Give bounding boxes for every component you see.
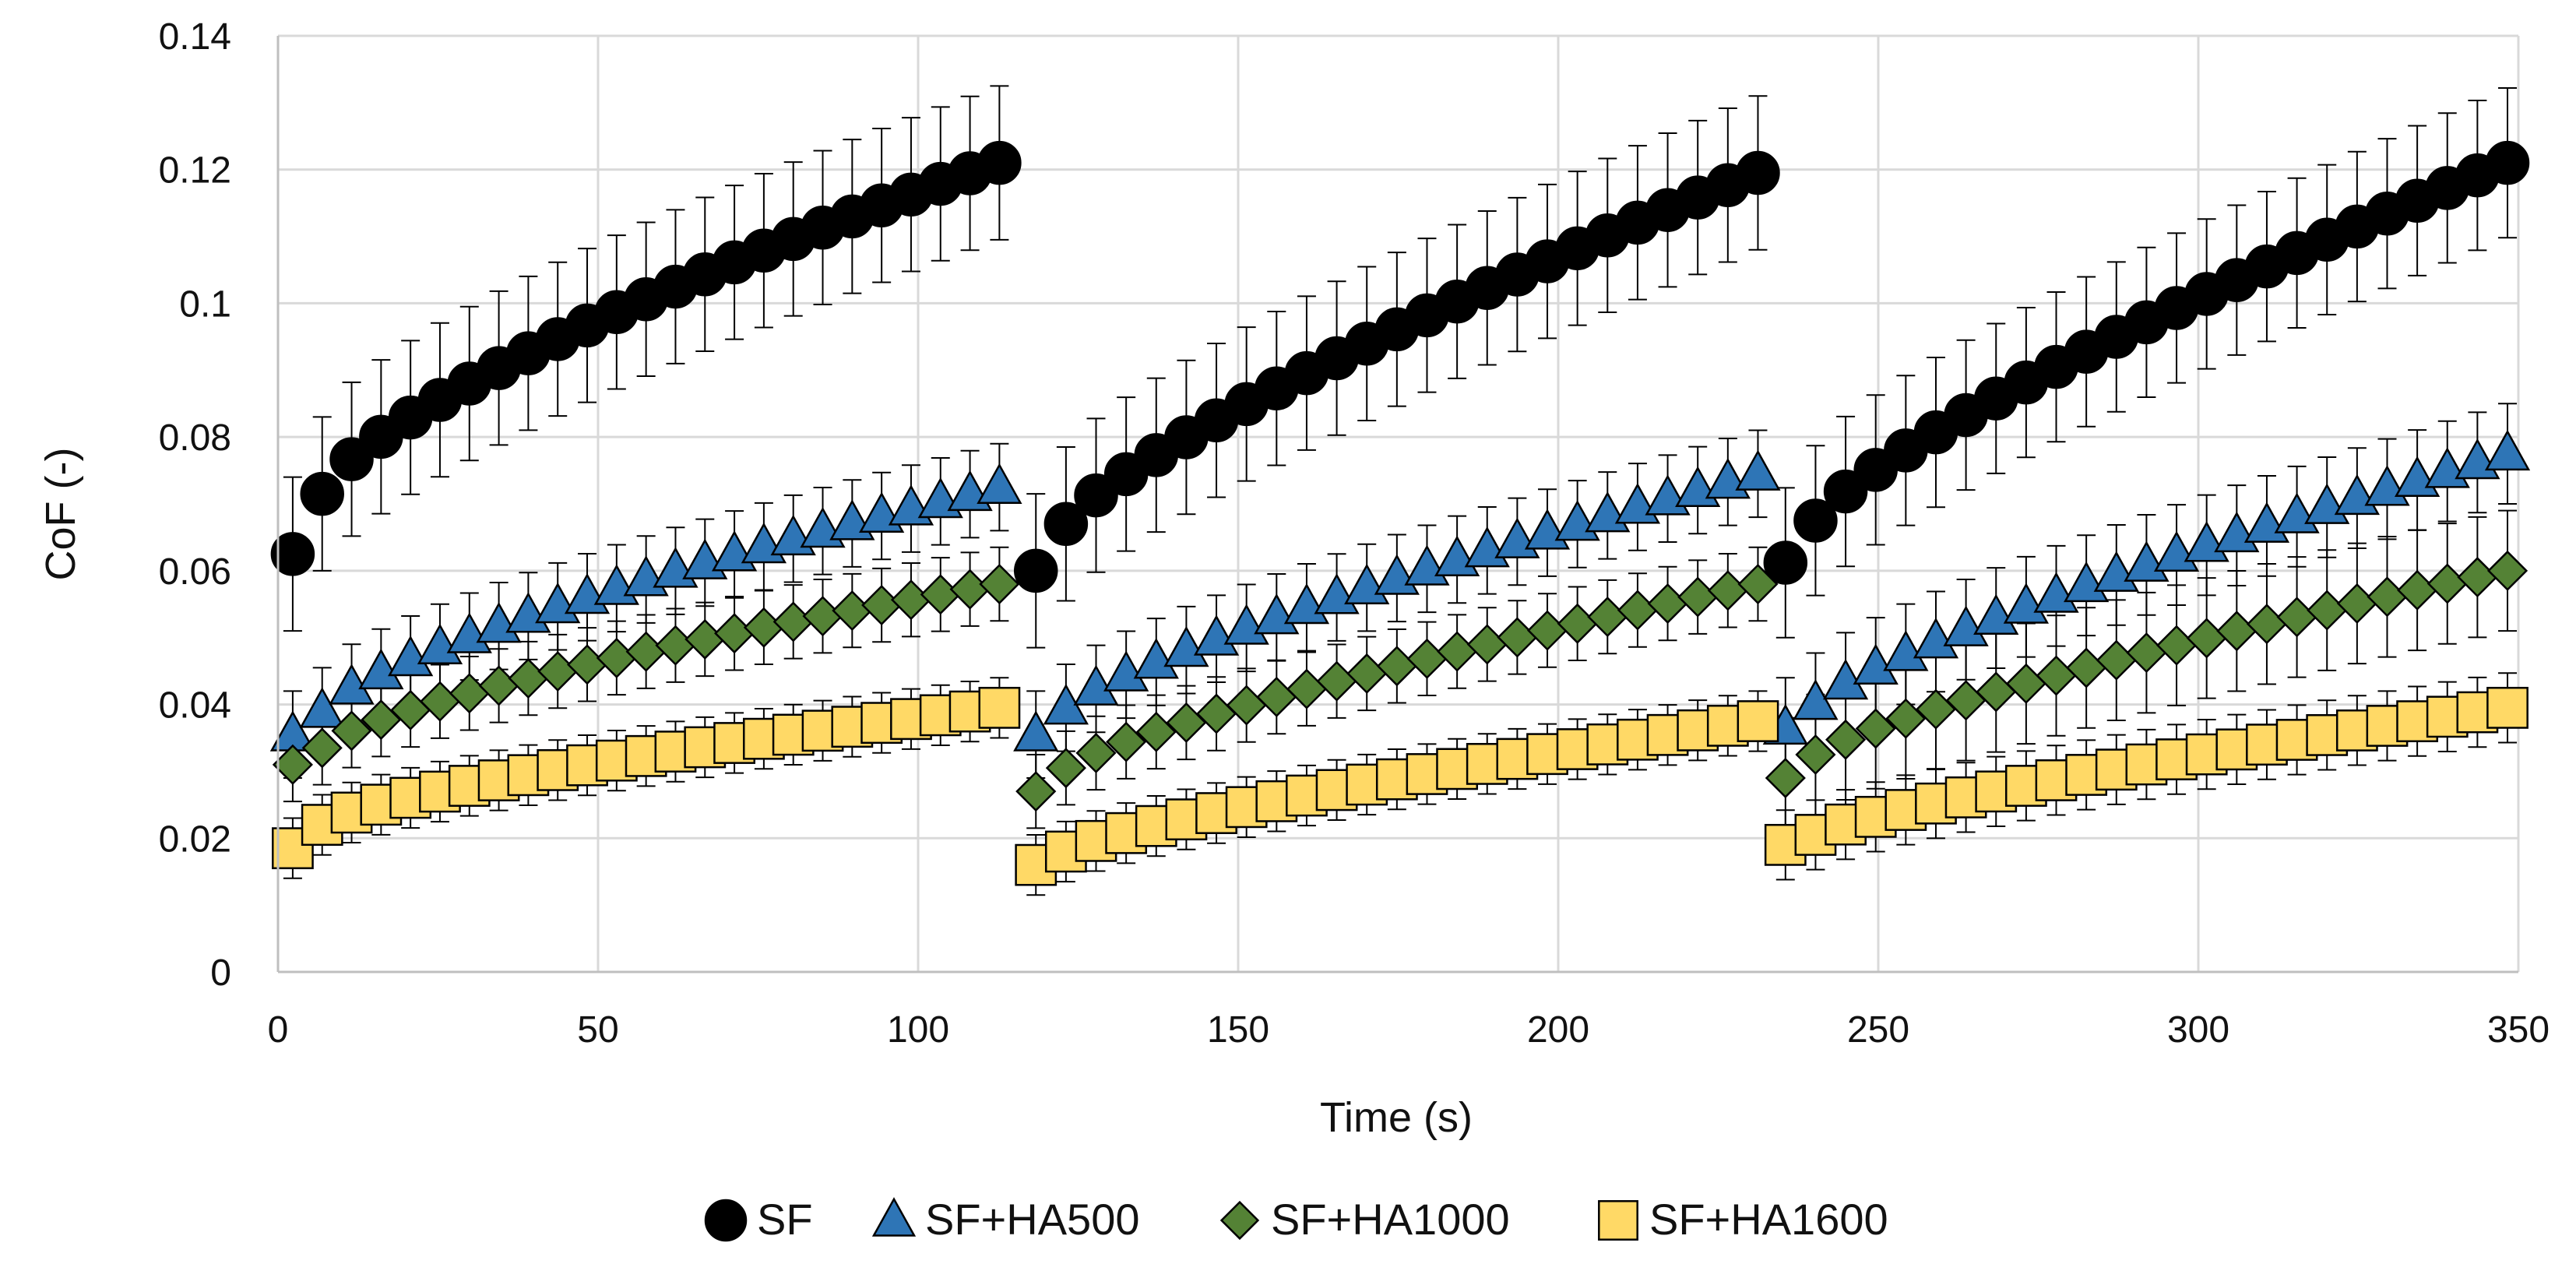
sf-ha1000-point bbox=[301, 727, 343, 769]
sf-ha500-point bbox=[1223, 604, 1269, 645]
x-tick-label: 300 bbox=[2167, 1009, 2229, 1051]
sf-ha500-point bbox=[358, 648, 404, 690]
sf-ha500-point bbox=[1853, 643, 1899, 685]
y-axis-title: CoF (-) bbox=[37, 448, 84, 581]
legend-marker-sf bbox=[704, 1199, 748, 1242]
sf-ha500-point bbox=[1163, 625, 1209, 667]
sf-ha1000-point bbox=[1045, 748, 1086, 789]
sf-point bbox=[1013, 548, 1058, 593]
legend-item-sf: SF bbox=[704, 1195, 813, 1244]
x-tick-label: 100 bbox=[887, 1009, 949, 1051]
x-tick-label: 0 bbox=[268, 1009, 289, 1051]
sf-point bbox=[1074, 473, 1118, 518]
y-tick-label: 0.04 bbox=[159, 685, 231, 727]
sf-point bbox=[2485, 140, 2530, 185]
legend-label-sf-ha500: SF+HA500 bbox=[925, 1195, 1140, 1244]
sf-point bbox=[1736, 150, 1780, 195]
sf-ha1000-point bbox=[1135, 711, 1177, 752]
sf-point bbox=[300, 471, 344, 516]
legend-label-sf-ha1600: SF+HA1600 bbox=[1649, 1195, 1888, 1244]
sf-ha500-point bbox=[1943, 605, 1989, 646]
sf-ha1000-point bbox=[2486, 550, 2528, 591]
y-tick-label: 0 bbox=[210, 952, 231, 994]
sf-ha500-point bbox=[1913, 617, 1959, 659]
sf-ha1000-point bbox=[1825, 719, 1867, 760]
y-tick-label: 0.08 bbox=[159, 417, 231, 459]
sf-point bbox=[1043, 502, 1089, 547]
sf-ha500-point bbox=[1073, 664, 1119, 706]
sf-point bbox=[1823, 469, 1868, 514]
legend-marker-sf-ha1600 bbox=[1598, 1200, 1638, 1241]
legend-item-sf-ha500: SF+HA500 bbox=[871, 1195, 1140, 1244]
legend-label-sf: SF bbox=[757, 1195, 813, 1244]
sf-ha1000-point bbox=[1106, 721, 1147, 762]
sf-ha500-point bbox=[2003, 583, 2050, 624]
x-axis-title: Time (s) bbox=[1320, 1094, 1473, 1141]
sf-ha1600-point bbox=[978, 686, 1021, 729]
sf-ha500-point bbox=[2484, 429, 2531, 471]
sf-ha500-point bbox=[1103, 650, 1149, 692]
legend-marker-sf-ha500 bbox=[871, 1197, 917, 1237]
sf-ha1000-point bbox=[1795, 734, 1836, 776]
y-tick-label: 0.02 bbox=[159, 819, 231, 860]
x-tick-label: 350 bbox=[2487, 1009, 2550, 1051]
sf-ha1600-point bbox=[2486, 686, 2528, 729]
sf-ha1000-point bbox=[331, 710, 372, 752]
sf-point bbox=[977, 140, 1022, 185]
sf-ha1000-point bbox=[1075, 732, 1117, 773]
y-tick-label: 0.12 bbox=[159, 150, 231, 192]
sf-ha500-point bbox=[977, 463, 1022, 505]
sf-ha500-point bbox=[299, 687, 345, 728]
sf-ha500-point bbox=[1973, 593, 2019, 635]
sf-ha500-point bbox=[2033, 572, 2079, 613]
legend-item-sf-ha1600: SF+HA1600 bbox=[1598, 1195, 1888, 1244]
sf-point bbox=[1793, 498, 1838, 543]
sf-point bbox=[329, 437, 374, 481]
legend-item-sf-ha1000: SF+HA1000 bbox=[1219, 1195, 1510, 1244]
sf-ha1000-point bbox=[979, 563, 1020, 605]
sf-ha1000-point bbox=[1765, 757, 1806, 799]
sf-ha500-point bbox=[417, 623, 463, 665]
axes: 0 0.02 0.04 0.06 0.08 0.1 0.12 0.14 0 50 100 150 200… bbox=[159, 16, 2550, 1051]
y-tick-label: 0.14 bbox=[159, 16, 231, 58]
sf-ha1600-point bbox=[1737, 700, 1779, 742]
x-tick-label: 250 bbox=[1847, 1009, 1909, 1051]
sf-ha500-point bbox=[1883, 630, 1929, 671]
x-tick-label: 200 bbox=[1527, 1009, 1589, 1051]
sf-ha1000-point bbox=[1015, 771, 1057, 812]
x-tick-label: 50 bbox=[577, 1009, 618, 1051]
y-tick-label: 0.06 bbox=[159, 551, 231, 593]
sf-ha500-point bbox=[1013, 710, 1059, 752]
sf-ha500-point bbox=[1793, 678, 1839, 720]
sf-ha1000-point bbox=[272, 744, 313, 785]
x-tick-label: 150 bbox=[1207, 1009, 1269, 1051]
sf-ha500-point bbox=[1735, 449, 1781, 491]
sf-ha500-point bbox=[1193, 614, 1240, 656]
sf-point bbox=[1763, 540, 1808, 585]
legend: SF SF+HA500 SF+HA1000 SF+HA1600 bbox=[704, 1195, 1888, 1244]
sf-ha1000-point bbox=[1855, 708, 1896, 749]
sf-point bbox=[270, 532, 315, 576]
sf-ha500-point bbox=[1133, 638, 1179, 679]
sf-ha500-point bbox=[388, 635, 434, 677]
legend-marker-sf-ha1000 bbox=[1219, 1200, 1260, 1241]
sf-ha500-point bbox=[446, 612, 492, 653]
sf-ha1000-point bbox=[1885, 698, 1927, 739]
sf-ha1000-point bbox=[1737, 563, 1779, 605]
y-tick-label: 0.1 bbox=[179, 283, 231, 325]
data-markers bbox=[269, 140, 2531, 886]
legend-label-sf-ha1000: SF+HA1000 bbox=[1271, 1195, 1510, 1244]
